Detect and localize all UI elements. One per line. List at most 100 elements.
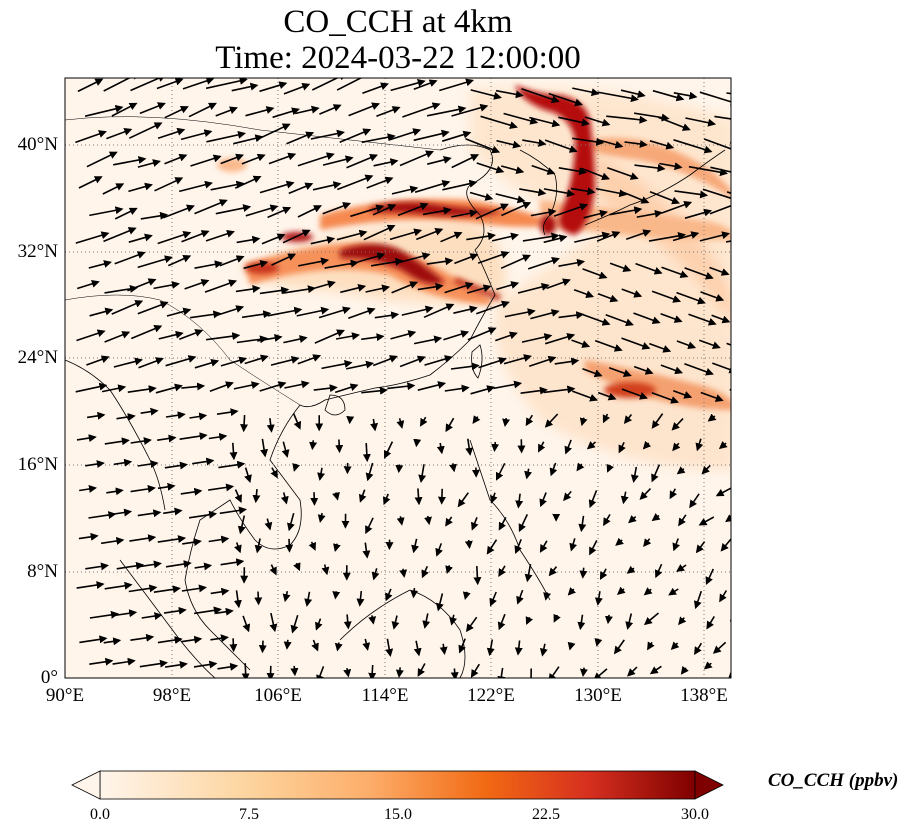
wind-arrow [280, 492, 289, 505]
wind-arrow [334, 642, 343, 652]
wind-arrow [525, 616, 534, 626]
wind-arrow [333, 543, 341, 553]
wind-arrow [651, 513, 661, 522]
wind-arrow [220, 356, 248, 367]
wind-arrow [457, 492, 469, 508]
wind-arrow [298, 257, 330, 267]
wind-arrow [435, 543, 443, 557]
wind-arrow [79, 485, 97, 493]
wind-arrow [365, 284, 391, 293]
wind-arrow [283, 639, 292, 650]
wind-arrow [127, 385, 157, 394]
wind-arrow [480, 115, 518, 130]
wind-arrow [285, 538, 294, 553]
wind-arrow [441, 130, 472, 142]
wind-arrow [348, 102, 380, 117]
wind-arrow [444, 281, 474, 294]
wind-arrow [539, 492, 547, 508]
wind-arrow [651, 290, 682, 303]
wind-arrow [616, 586, 626, 595]
wind-arrow [182, 538, 202, 547]
wind-arrow [376, 106, 401, 117]
wind-arrow [733, 565, 737, 573]
wind-arrow [181, 635, 203, 644]
wind-arrow [181, 230, 210, 243]
wind-arrow [524, 563, 533, 583]
lon-label-106: 106°E [254, 685, 302, 706]
wind-arrow [139, 560, 162, 569]
wind-arrow [426, 105, 467, 117]
colorbar-extend-max [694, 770, 724, 800]
wind-arrow [283, 83, 311, 95]
wind-arrow [491, 232, 519, 242]
coast-indochina [184, 404, 302, 581]
wind-arrow [421, 565, 429, 579]
wind-arrow [649, 665, 662, 675]
wind-arrow [336, 229, 368, 241]
wind-arrow [735, 366, 760, 375]
wind-arrow [194, 199, 228, 215]
wind-arrow [128, 182, 153, 193]
wind-arrow [158, 330, 184, 340]
wind-arrow [153, 585, 181, 594]
wind-arrow [714, 115, 731, 120]
co-concentration-field [65, 85, 731, 678]
lat-label-24: 24°N [17, 347, 58, 368]
wind-arrow [633, 112, 670, 122]
wind-arrow [309, 440, 318, 451]
wind-arrow [233, 590, 242, 609]
wind-arrow [546, 278, 571, 290]
wind-arrow [233, 381, 260, 390]
wind-arrow [413, 438, 422, 448]
wind-arrow [517, 283, 550, 294]
wind-arrow [163, 204, 195, 219]
wind-arrow [519, 188, 547, 197]
border-inland-2 [65, 116, 441, 151]
wind-arrow [718, 440, 728, 450]
coast-taiwan [471, 344, 483, 379]
wind-arrow [414, 488, 423, 506]
wind-arrow [464, 539, 473, 549]
wind-arrow [654, 563, 663, 579]
wind-arrow [361, 333, 385, 342]
wind-arrow [236, 335, 268, 344]
wind-arrow [698, 516, 715, 526]
wind-arrow [391, 615, 400, 630]
wind-arrow [530, 208, 557, 217]
wind-arrow [210, 634, 229, 643]
wind-arrow [282, 591, 291, 603]
wind-arrow [671, 418, 684, 431]
wind-arrow [318, 306, 351, 319]
wind-arrow [733, 416, 741, 422]
wind-arrow [76, 581, 105, 590]
wind-arrow [607, 166, 639, 180]
wind-arrow [649, 191, 680, 205]
wind-arrow [208, 535, 230, 544]
wind-arrow [188, 510, 218, 519]
wind-arrow [688, 165, 729, 177]
wind-arrow [259, 381, 287, 392]
wind-arrow [336, 78, 375, 91]
wind-arrow [582, 368, 603, 378]
wind-arrow [720, 538, 731, 552]
wind-arrow [205, 332, 241, 341]
wind-arrow [362, 82, 389, 95]
wind-arrow [154, 177, 184, 192]
wind-arrow [634, 164, 666, 172]
wind-arrow [254, 538, 263, 554]
wind-arrow [252, 489, 261, 504]
wind-arrow [676, 564, 687, 572]
wind-arrow [689, 493, 700, 509]
co-core-central [340, 244, 445, 285]
wind-arrow [554, 357, 580, 366]
wind-arrow [85, 460, 105, 469]
wind-arrow [311, 639, 319, 652]
wind-arrow [451, 154, 480, 169]
lat-label-40: 40°N [17, 134, 58, 155]
wind-arrow [633, 312, 661, 325]
border-inland-1 [65, 294, 301, 406]
wind-arrow [625, 229, 652, 241]
map-title: CO_CCH at 4km [283, 4, 513, 40]
wind-arrow [453, 305, 478, 314]
wind-arrow [527, 256, 560, 270]
